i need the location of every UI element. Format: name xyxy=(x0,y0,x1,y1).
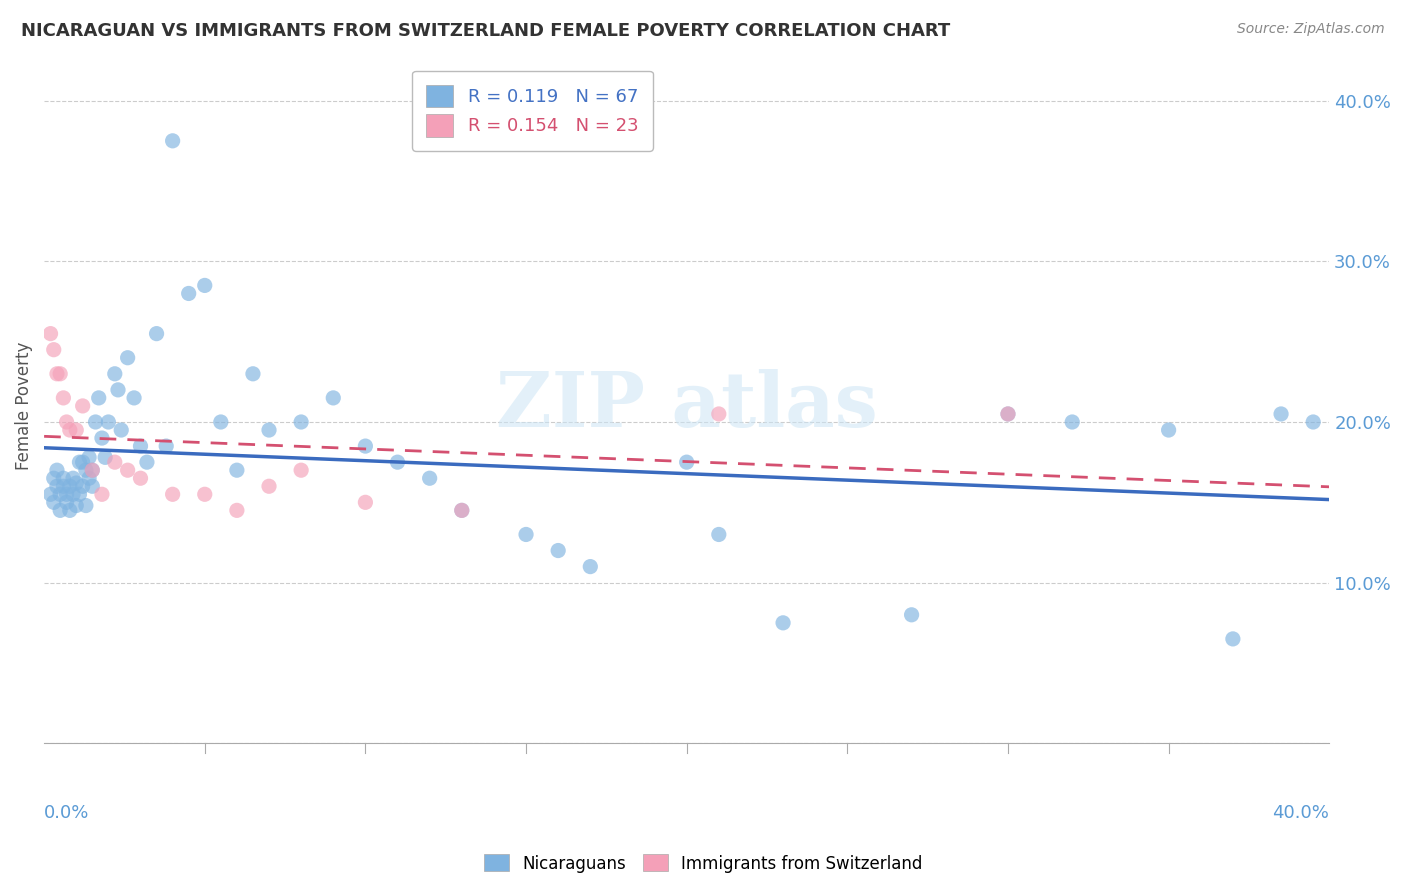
Point xyxy=(450,503,472,517)
Point xyxy=(49,503,72,517)
Point xyxy=(290,463,312,477)
Point xyxy=(225,503,247,517)
Point xyxy=(707,407,730,421)
Y-axis label: Female Poverty: Female Poverty xyxy=(15,342,32,470)
Point xyxy=(55,487,77,501)
Point xyxy=(46,367,69,381)
Point xyxy=(354,439,377,453)
Point xyxy=(242,367,264,381)
Point xyxy=(290,415,312,429)
Point xyxy=(450,503,472,517)
Point xyxy=(387,455,409,469)
Point xyxy=(145,326,167,341)
Point xyxy=(65,423,87,437)
Point xyxy=(39,326,62,341)
Point xyxy=(997,407,1019,421)
Point xyxy=(110,423,132,437)
Point xyxy=(69,487,91,501)
Point xyxy=(46,479,69,493)
Point xyxy=(75,499,97,513)
Point xyxy=(52,479,75,493)
Text: ZIP atlas: ZIP atlas xyxy=(496,369,877,443)
Point xyxy=(94,450,117,465)
Point xyxy=(59,423,82,437)
Point xyxy=(75,463,97,477)
Point xyxy=(72,399,94,413)
Point xyxy=(515,527,537,541)
Point xyxy=(707,527,730,541)
Point xyxy=(72,455,94,469)
Point xyxy=(91,431,114,445)
Point xyxy=(547,543,569,558)
Point xyxy=(62,471,84,485)
Legend: Nicaraguans, Immigrants from Switzerland: Nicaraguans, Immigrants from Switzerland xyxy=(477,847,929,880)
Point xyxy=(104,455,127,469)
Point xyxy=(82,463,104,477)
Point xyxy=(135,455,157,469)
Point xyxy=(225,463,247,477)
Point xyxy=(82,479,104,493)
Point xyxy=(46,463,69,477)
Point xyxy=(107,383,129,397)
Point xyxy=(65,499,87,513)
Point xyxy=(117,463,139,477)
Point xyxy=(579,559,602,574)
Point xyxy=(62,487,84,501)
Point xyxy=(117,351,139,365)
Point xyxy=(42,471,65,485)
Point xyxy=(257,479,280,493)
Point xyxy=(1270,407,1292,421)
Point xyxy=(55,495,77,509)
Point xyxy=(55,415,77,429)
Point xyxy=(177,286,200,301)
Point xyxy=(52,391,75,405)
Legend: R = 0.119   N = 67, R = 0.154   N = 23: R = 0.119 N = 67, R = 0.154 N = 23 xyxy=(412,70,652,151)
Point xyxy=(322,391,344,405)
Point xyxy=(59,503,82,517)
Text: 0.0%: 0.0% xyxy=(44,805,90,822)
Point xyxy=(52,471,75,485)
Point xyxy=(49,487,72,501)
Text: Source: ZipAtlas.com: Source: ZipAtlas.com xyxy=(1237,22,1385,37)
Point xyxy=(72,479,94,493)
Point xyxy=(354,495,377,509)
Point xyxy=(900,607,922,622)
Point xyxy=(84,415,107,429)
Point xyxy=(1222,632,1244,646)
Point xyxy=(1062,415,1084,429)
Point xyxy=(49,367,72,381)
Text: NICARAGUAN VS IMMIGRANTS FROM SWITZERLAND FEMALE POVERTY CORRELATION CHART: NICARAGUAN VS IMMIGRANTS FROM SWITZERLAN… xyxy=(21,22,950,40)
Point xyxy=(129,439,152,453)
Point xyxy=(77,471,100,485)
Point xyxy=(772,615,794,630)
Point xyxy=(39,487,62,501)
Point xyxy=(77,450,100,465)
Point xyxy=(122,391,145,405)
Point xyxy=(82,463,104,477)
Point xyxy=(129,471,152,485)
Point xyxy=(997,407,1019,421)
Point xyxy=(162,134,184,148)
Point xyxy=(42,343,65,357)
Point xyxy=(257,423,280,437)
Point xyxy=(209,415,232,429)
Text: 40.0%: 40.0% xyxy=(1272,805,1329,822)
Point xyxy=(87,391,110,405)
Point xyxy=(1302,415,1324,429)
Point xyxy=(155,439,177,453)
Point xyxy=(59,479,82,493)
Point xyxy=(162,487,184,501)
Point xyxy=(675,455,697,469)
Point xyxy=(1157,423,1180,437)
Point xyxy=(65,476,87,491)
Point xyxy=(91,487,114,501)
Point xyxy=(419,471,441,485)
Point xyxy=(69,455,91,469)
Point xyxy=(194,278,217,293)
Point xyxy=(104,367,127,381)
Point xyxy=(194,487,217,501)
Point xyxy=(42,495,65,509)
Point xyxy=(97,415,120,429)
